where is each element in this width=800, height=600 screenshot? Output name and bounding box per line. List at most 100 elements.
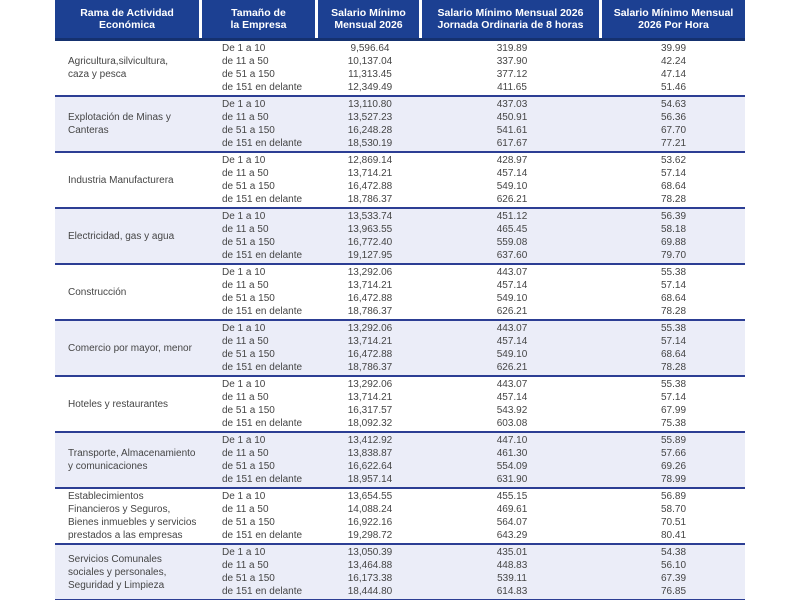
hourly-salary-cell: 57.14 (660, 336, 687, 347)
table-body: Agricultura,silvicultura, caza y pesca De… (55, 41, 745, 600)
monthly-salary-cell: 13,838.87 (347, 448, 393, 459)
table-row-group: Industria Manufacturera De 1 a 10 12,869.1… (55, 153, 745, 209)
hourly-salary-cell: 68.64 (660, 181, 687, 192)
daily-salary-cell: 637.60 (496, 250, 528, 261)
monthly-salary-cell: 18,530.19 (347, 138, 393, 149)
table-row-group: Electricidad, gas y agua De 1 a 10 13,533.… (55, 209, 745, 265)
hourly-salary-cell: 69.88 (660, 237, 687, 248)
activity-cell: Construcción (68, 286, 127, 298)
size-cell: de 11 a 50 (222, 280, 269, 291)
daily-salary-cell: 411.65 (497, 82, 527, 93)
hourly-salary-cell: 76.85 (660, 586, 687, 597)
size-cell: de 51 a 150 (222, 181, 275, 192)
daily-salary-cell: 626.21 (496, 362, 528, 373)
hourly-salary-cell: 67.70 (660, 125, 687, 136)
hourly-salary-cell: 58.18 (660, 224, 687, 235)
hourly-salary-cell: 55.38 (660, 379, 687, 390)
daily-salary-cell: 465.45 (496, 224, 528, 235)
size-cell: de 151 en delante (222, 138, 303, 149)
hourly-salary-cell: 55.89 (660, 435, 687, 446)
column-header-daily-salary: Salario Mínimo Mensual 2026 Jornada Ordi… (422, 0, 602, 38)
daily-salary-cell: 457.14 (496, 168, 528, 179)
monthly-salary-cell: 13,714.21 (347, 168, 393, 179)
salary-table: Rama de Actividad Económica Tamaño de la… (55, 0, 745, 600)
column-header-activity: Rama de Actividad Económica (55, 0, 202, 38)
daily-salary-cell: 450.91 (496, 112, 528, 123)
size-cell: de 11 a 50 (222, 224, 269, 235)
size-cell: De 1 a 10 (222, 435, 266, 446)
hourly-salary-cell: 77.21 (660, 138, 687, 149)
size-cell: de 51 a 150 (222, 349, 275, 360)
hourly-salary-cell: 78.99 (660, 474, 687, 485)
monthly-salary-cell: 19,127.95 (347, 250, 393, 261)
monthly-salary-cell: 16,772.40 (347, 237, 393, 248)
hourly-salary-cell: 58.70 (660, 504, 687, 515)
daily-salary-cell: 457.14 (496, 392, 528, 403)
size-cell: De 1 a 10 (222, 379, 266, 390)
activity-cell: Comercio por mayor, menor (68, 342, 192, 354)
table-row-group: Hoteles y restaurantes De 1 a 10 13,292.06… (55, 377, 745, 433)
hourly-salary-cell: 51.46 (660, 82, 687, 93)
size-cell: de 51 a 150 (222, 517, 275, 528)
hourly-salary-cell: 75.38 (660, 418, 687, 429)
daily-salary-cell: 541.61 (496, 125, 528, 136)
daily-salary-cell: 469.61 (496, 504, 528, 515)
size-cell: de 151 en delante (222, 418, 303, 429)
daily-salary-cell: 543.92 (496, 405, 528, 416)
activity-cell: Hoteles y restaurantes (68, 398, 169, 410)
activity-cell: Establecimientos Financieros y Seguros, … (68, 491, 197, 541)
daily-salary-cell: 643.29 (496, 530, 528, 541)
hourly-salary-cell: 68.64 (660, 293, 687, 304)
size-cell: de 11 a 50 (222, 504, 269, 515)
hourly-salary-cell: 39.99 (660, 43, 687, 54)
daily-salary-cell: 437.03 (496, 99, 528, 110)
monthly-salary-cell: 12,869.14 (347, 155, 393, 166)
daily-salary-cell: 457.14 (496, 336, 528, 347)
monthly-salary-cell: 9,596.64 (350, 43, 390, 54)
daily-salary-cell: 539.11 (497, 573, 527, 584)
size-cell: de 11 a 50 (222, 336, 269, 347)
monthly-salary-cell: 13,654.55 (347, 491, 393, 502)
daily-salary-cell: 549.10 (496, 181, 528, 192)
size-cell: de 11 a 50 (222, 448, 269, 459)
size-cell: de 11 a 50 (222, 112, 269, 123)
size-cell: de 151 en delante (222, 306, 303, 317)
daily-salary-cell: 614.83 (496, 586, 528, 597)
monthly-salary-cell: 18,786.37 (347, 362, 393, 373)
activity-cell: Industria Manufacturera (68, 174, 174, 186)
size-cell: De 1 a 10 (222, 43, 266, 54)
size-cell: de 51 a 150 (222, 573, 275, 584)
monthly-salary-cell: 13,963.55 (347, 224, 393, 235)
activity-cell: Transporte, Almacenamiento y comunicacio… (68, 448, 196, 472)
size-cell: de 151 en delante (222, 250, 303, 261)
daily-salary-cell: 443.07 (496, 267, 528, 278)
size-cell: de 11 a 50 (222, 392, 269, 403)
monthly-salary-cell: 13,527.23 (347, 112, 393, 123)
monthly-salary-cell: 18,786.37 (347, 194, 393, 205)
daily-salary-cell: 549.10 (496, 349, 528, 360)
hourly-salary-cell: 57.14 (660, 280, 687, 291)
size-cell: de 151 en delante (222, 474, 303, 485)
monthly-salary-cell: 13,714.21 (347, 336, 393, 347)
table-row-group: Servicios Comunales sociales y personale… (55, 545, 745, 600)
hourly-salary-cell: 42.24 (660, 56, 687, 67)
monthly-salary-cell: 16,922.16 (347, 517, 393, 528)
hourly-salary-cell: 47.14 (660, 69, 687, 80)
daily-salary-cell: 443.07 (496, 379, 528, 390)
daily-salary-cell: 554.09 (496, 461, 528, 472)
hourly-salary-cell: 56.10 (660, 560, 687, 571)
monthly-salary-cell: 13,292.06 (347, 267, 393, 278)
hourly-salary-cell: 69.26 (660, 461, 687, 472)
table-row-group: Transporte, Almacenamiento y comunicacio… (55, 433, 745, 489)
monthly-salary-cell: 13,714.21 (347, 392, 393, 403)
table-row-group: Explotación de Minas y Canteras De 1 a 10… (55, 97, 745, 153)
table-row-group: Comercio por mayor, menor De 1 a 10 13,292… (55, 321, 745, 377)
column-header-hourly-salary: Salario Mínimo Mensual 2026 Por Hora (613, 6, 734, 32)
daily-salary-cell: 377.12 (496, 69, 528, 80)
size-cell: de 151 en delante (222, 586, 303, 597)
hourly-salary-cell: 68.64 (660, 349, 687, 360)
daily-salary-cell: 617.67 (496, 138, 528, 149)
monthly-salary-cell: 16,248.28 (347, 125, 393, 136)
daily-salary-cell: 443.07 (496, 323, 528, 334)
